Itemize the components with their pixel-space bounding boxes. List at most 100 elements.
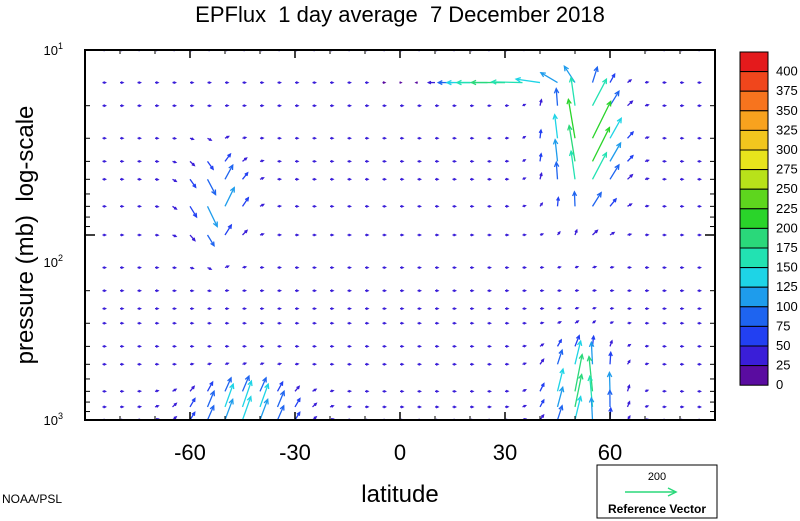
flux-vector-head [278, 177, 283, 181]
flux-vector-head [279, 380, 284, 386]
reference-vector-box: 200 Reference Vector [596, 464, 718, 519]
flux-vector-head [208, 344, 213, 348]
flux-vector-head [435, 321, 440, 325]
flux-vector-head [435, 136, 440, 140]
flux-vector [591, 66, 598, 83]
flux-vector-head [260, 362, 265, 366]
flux-vector-head [400, 389, 405, 393]
flux-vector-head [225, 344, 230, 348]
flux-vector-head [138, 362, 142, 366]
flux-vector [609, 73, 616, 83]
flux-vector-head [383, 289, 387, 293]
flux-vector-head [418, 266, 422, 270]
flux-vector-head [435, 289, 440, 293]
flux-vector [556, 405, 563, 420]
colorbar-swatch [739, 306, 769, 327]
flux-vector-head [330, 389, 335, 393]
flux-vector-head [295, 344, 300, 348]
flux-vector-head [453, 307, 457, 311]
flux-vector [591, 192, 602, 207]
flux-vector-head [138, 204, 143, 208]
flux-vector-head [279, 389, 285, 397]
flux-vector-head [645, 344, 650, 348]
colorbar-swatch [739, 169, 769, 190]
reference-vector-arrowhead [667, 487, 678, 497]
flux-vector-head [575, 45, 577, 48]
flux-vector-head [523, 177, 527, 181]
flux-vector-head [365, 389, 370, 393]
flux-vector-head [680, 321, 685, 325]
flux-vector-head [400, 344, 405, 348]
flux-vector-head [470, 307, 475, 311]
colorbar-label: 300 [776, 142, 798, 157]
flux-vector-head [663, 81, 667, 85]
flux-vector-head [190, 344, 195, 348]
flux-vector-head [435, 266, 440, 270]
flux-vector-head [606, 371, 613, 378]
flux-vector-head [155, 204, 160, 209]
colorbar-swatch [739, 149, 769, 171]
flux-vector-head [120, 266, 125, 270]
flux-vector-head [628, 203, 633, 207]
flux-vector [224, 187, 235, 207]
flux-vector-head [559, 367, 565, 375]
flux-vector-head [313, 307, 317, 311]
flux-vector-head [348, 233, 352, 237]
flux-vector-head [348, 307, 352, 311]
flux-vector-head [663, 405, 667, 409]
flux-vector-head [244, 374, 250, 382]
flux-vector-head [505, 405, 510, 409]
flux-vector-head [558, 265, 562, 269]
flux-vector-head [209, 389, 215, 397]
flux-vector-head [680, 177, 685, 181]
flux-vector-head [488, 159, 492, 163]
colorbar-swatch [739, 188, 769, 210]
flux-vector-head [348, 136, 352, 140]
colorbar-swatch [739, 51, 769, 73]
colorbar-swatch [739, 129, 769, 151]
flux-vector-head [330, 362, 335, 366]
flux-vector-head [313, 321, 317, 325]
flux-vector-head [263, 398, 269, 405]
flux-vector-head [614, 163, 620, 170]
flux-vector-head [208, 137, 213, 141]
flux-vector-head [173, 81, 177, 85]
flux-vector-head [435, 159, 440, 163]
flux-vector [556, 387, 564, 408]
reference-vector-value: 200 [648, 471, 666, 483]
flux-vector-head [435, 362, 440, 366]
flux-vector [591, 127, 611, 162]
flux-vector-head [523, 266, 527, 270]
flux-vector-head [435, 389, 440, 393]
flux-vector-head [295, 81, 300, 85]
flux-vector-head [575, 289, 580, 293]
flux-vector-head [505, 307, 510, 311]
flux-vector-head [602, 151, 608, 158]
flux-vector [540, 72, 558, 84]
flux-vector-head [330, 344, 335, 348]
flux-vector-head [698, 289, 702, 293]
flux-vector-head [155, 389, 160, 393]
flux-vector-head [563, 65, 569, 72]
flux-vector-head [488, 204, 492, 208]
flux-vector-head [488, 233, 492, 237]
flux-vector [574, 340, 582, 365]
flux-vector-head [505, 136, 510, 140]
flux-vector-head [522, 135, 527, 139]
flux-vector-head [313, 289, 317, 293]
flux-vector-head [227, 152, 232, 158]
flux-vector-head [209, 404, 215, 411]
flux-vector-head [568, 76, 575, 83]
flux-vector-head [698, 233, 702, 237]
flux-vector-head [646, 159, 650, 163]
flux-vector-head [138, 389, 143, 393]
flux-vector-head [680, 204, 685, 208]
flux-vector-head [680, 362, 685, 366]
flux-vector [555, 88, 559, 106]
flux-vector-head [605, 126, 611, 133]
flux-vector-head [698, 136, 702, 140]
flux-vector-head [616, 141, 622, 149]
flux-vector-head [453, 405, 457, 409]
flux-vector-head [260, 289, 265, 293]
y-tick-label: 103 [44, 411, 63, 428]
